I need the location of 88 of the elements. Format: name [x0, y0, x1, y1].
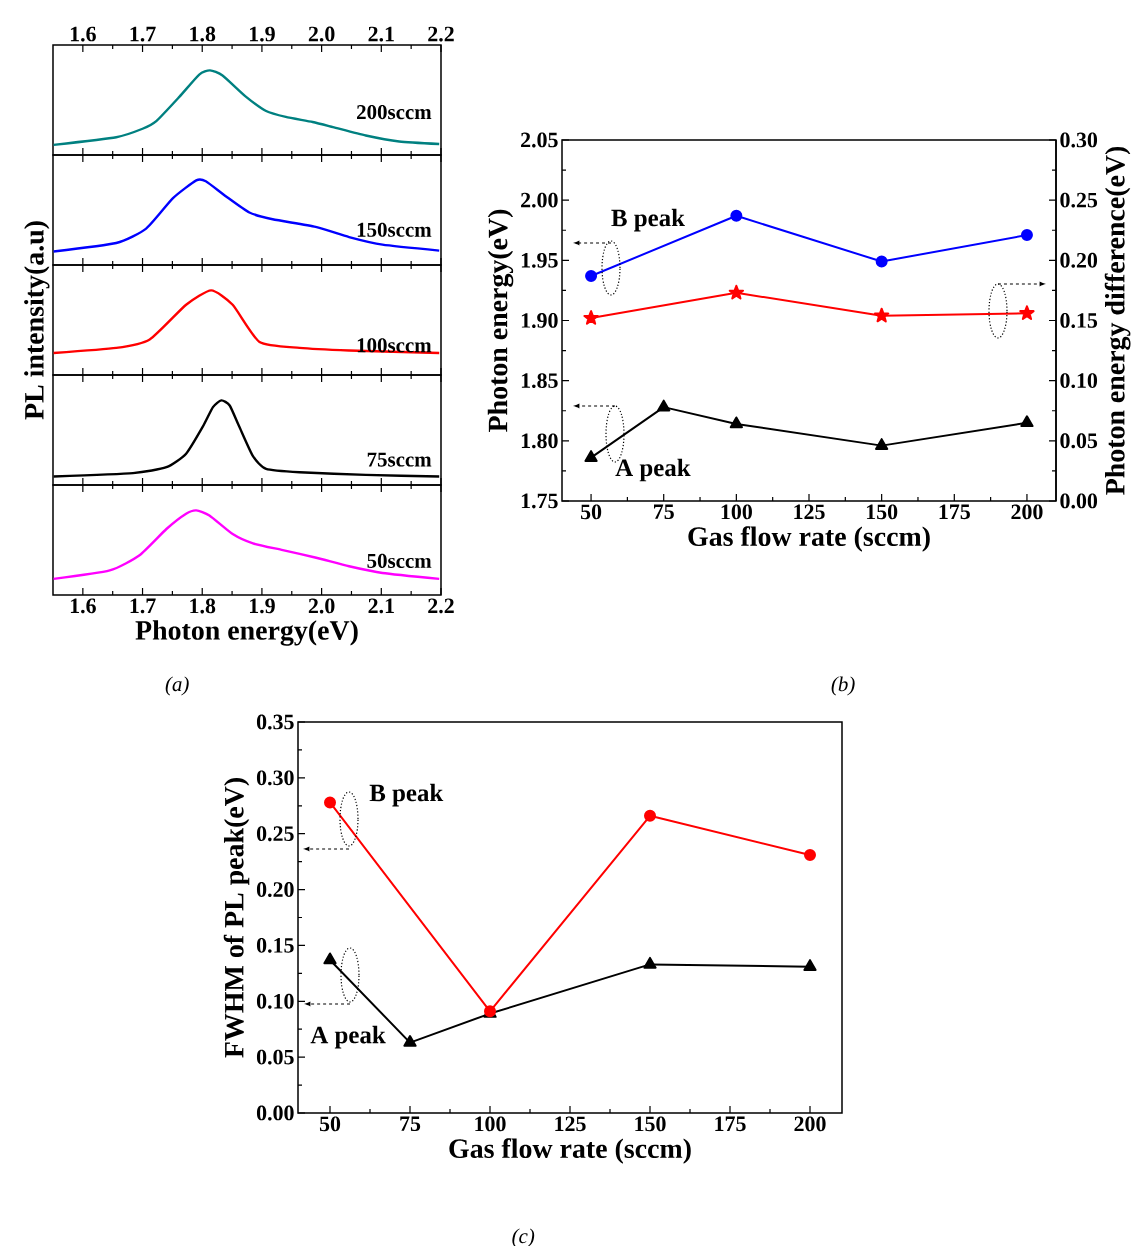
- y-tick-label: 1.85: [521, 373, 558, 389]
- x-tick-label: 200: [1011, 504, 1043, 520]
- point: [1020, 415, 1034, 428]
- y-tick-label: 2.00: [521, 192, 558, 208]
- annotation: B peak: [611, 208, 685, 232]
- x-tick-label: 175: [715, 1116, 746, 1132]
- x-tick-label: 2.0: [308, 598, 335, 614]
- x-tick-label: 1.9: [249, 598, 275, 614]
- x-tick-label: 2.2: [428, 598, 454, 614]
- x-axis-title: Gas flow rate (sccm): [449, 1138, 691, 1164]
- point: [644, 809, 656, 822]
- point: [1019, 305, 1035, 320]
- x-axis-title: Gas flow rate (sccm): [688, 526, 930, 552]
- point: [804, 848, 816, 861]
- y-tick-label: 1.75: [521, 493, 558, 509]
- point: [657, 399, 671, 412]
- x-tick-label: 2.1: [368, 26, 394, 42]
- x-tick-label: 1.8: [190, 26, 216, 42]
- annotation: A peak: [310, 1025, 386, 1049]
- text: (b): [831, 676, 855, 696]
- y-tick-label: 0.35: [256, 714, 294, 730]
- x-tick-label: 150: [866, 504, 898, 520]
- y2-tick-label: 0.00: [1060, 493, 1098, 509]
- y2-tick-label: 0.05: [1060, 433, 1098, 449]
- point: [403, 1035, 417, 1047]
- x-tick-label: 2.0: [308, 26, 335, 42]
- x-tick-label: 175: [939, 504, 970, 520]
- x-tick-label: 75: [654, 504, 674, 520]
- series-label: 150sccm: [357, 222, 432, 237]
- x-tick-label: 125: [555, 1116, 586, 1132]
- y-tick-label: 1.80: [521, 433, 558, 449]
- y2-tick-label: 0.10: [1060, 373, 1098, 389]
- point: [874, 307, 890, 323]
- point: [1020, 229, 1033, 242]
- y-tick-label: 1.95: [521, 252, 558, 268]
- y2-axis-title: Photon energy difference(eV): [1104, 146, 1131, 495]
- x-tick-label: 1.9: [249, 26, 275, 42]
- y2-tick-label: 0.30: [1060, 132, 1098, 148]
- x-tick-label: 1.8: [190, 598, 216, 614]
- x-tick-label: 1.7: [130, 26, 156, 42]
- y-tick-label: 0.00: [256, 1105, 294, 1121]
- y-tick-label: 0.20: [256, 882, 294, 898]
- point: [585, 269, 598, 282]
- point: [583, 310, 599, 325]
- y-tick-label: 0.30: [256, 770, 294, 786]
- y2-tick-label: 0.25: [1060, 192, 1098, 208]
- x-tick-label: 2.2: [428, 26, 454, 42]
- series-label: 50sccm: [367, 553, 432, 568]
- point: [324, 796, 336, 809]
- x-tick-label: 1.7: [130, 598, 156, 614]
- point: [643, 956, 657, 969]
- x-axis-title: Photon energy(eV): [135, 620, 358, 646]
- x-tick-label: 100: [721, 504, 752, 520]
- y-axis-title: FWHM of PL peak(eV): [223, 778, 250, 1058]
- x-tick-label: 200: [794, 1116, 826, 1132]
- point: [803, 959, 817, 971]
- x-tick-label: 150: [635, 1116, 666, 1132]
- annotation: A peak: [615, 458, 691, 482]
- y-tick-label: 1.90: [521, 313, 558, 328]
- series-label: 100sccm: [357, 338, 432, 353]
- x-tick-label: 125: [794, 504, 825, 520]
- x-tick-label: 2.1: [368, 598, 394, 614]
- y-tick-label: 0.15: [256, 937, 294, 953]
- point: [729, 416, 743, 429]
- point: [875, 438, 889, 450]
- point: [323, 952, 337, 965]
- series-label: 75sccm: [367, 452, 432, 467]
- y-tick-label: 0.10: [256, 993, 294, 1009]
- y2-tick-label: 0.15: [1060, 313, 1098, 328]
- point: [728, 284, 745, 300]
- point: [730, 209, 743, 222]
- y2-tick-label: 0.20: [1060, 252, 1098, 268]
- y-tick-label: 2.05: [521, 132, 558, 148]
- x-tick-label: 50: [580, 504, 602, 520]
- point: [584, 450, 598, 462]
- x-tick-label: 1.6: [70, 26, 96, 42]
- text: (a): [165, 676, 189, 696]
- series-label: 200sccm: [357, 105, 432, 120]
- annotation: B peak: [369, 783, 444, 807]
- y-axis-title: PL intensity(a.u): [24, 221, 50, 420]
- point: [875, 255, 888, 268]
- y-axis-title: Photon energy(eV): [487, 209, 514, 432]
- x-tick-label: 1.6: [70, 598, 96, 614]
- y-tick-label: 0.05: [256, 1049, 294, 1065]
- y-tick-label: 0.25: [256, 826, 294, 842]
- x-tick-label: 100: [475, 1116, 506, 1132]
- x-tick-label: 50: [319, 1116, 341, 1132]
- x-tick-label: 75: [400, 1116, 421, 1132]
